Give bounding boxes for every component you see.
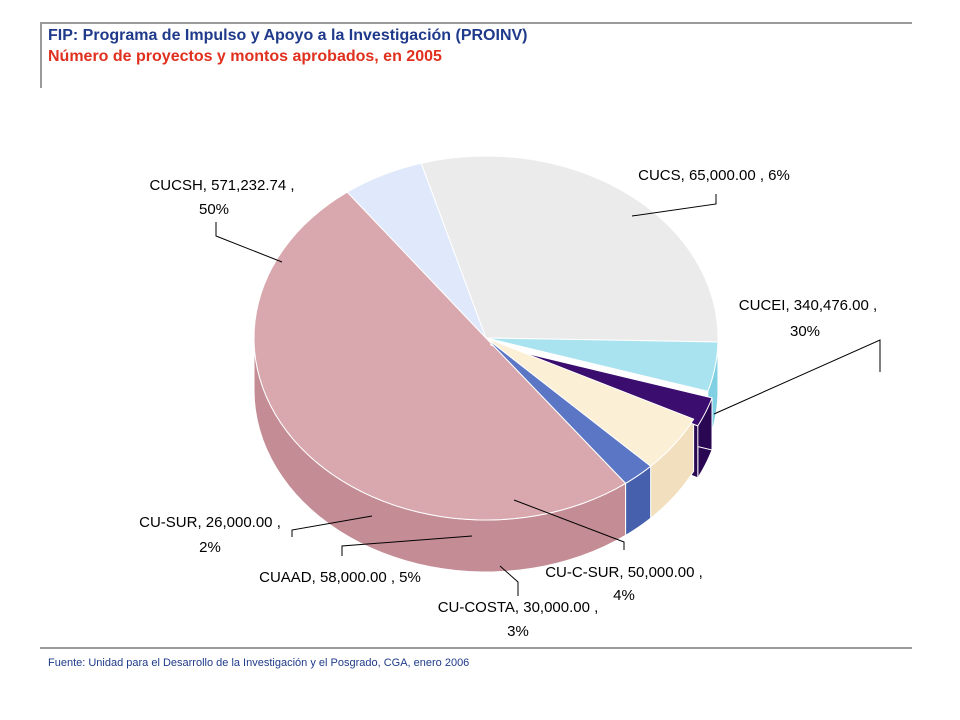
chart-subtitle: Número de proyectos y montos aprobados, … — [48, 48, 442, 65]
chart-title: FIP: Programa de Impulso y Apoyo a la In… — [48, 27, 528, 44]
slice-label-cucei: CUCEI, 340,476.00 , — [739, 297, 877, 314]
slice-label-cu-sur: CU-SUR, 26,000.00 , — [139, 514, 281, 531]
pie-slice-cucsh — [253, 191, 627, 521]
slice-label-cucsh: CUCSH, 571,232.74 , — [149, 177, 294, 194]
pie-slices — [253, 155, 719, 521]
footer-rule — [40, 647, 912, 649]
pie-slice-cucs — [346, 162, 487, 339]
slice-label-cucei-percent: 30% — [790, 323, 820, 340]
leader-line-cucsh — [215, 222, 283, 263]
slice-label-cu-costa: CU-COSTA, 30,000.00 , — [438, 599, 599, 616]
header-left-rule — [40, 22, 42, 88]
leader-line-cu-c-sur — [513, 499, 625, 550]
pie-slice-cu-c-sur — [485, 337, 719, 392]
header-top-rule — [40, 22, 912, 24]
leader-line-cu-sur — [291, 515, 373, 537]
slice-labels: CUCSH, 571,232.74 , 50% CUCS, 65,000.00 , … — [139, 167, 877, 640]
pie-slice-cuaad — [485, 337, 695, 467]
slice-label-cu-sur-percent: 2% — [199, 539, 221, 556]
slice-label-cucsh-percent: 50% — [199, 201, 229, 218]
slice-label-cucs: CUCS, 65,000.00 , 6% — [638, 167, 790, 184]
leader-lines — [215, 194, 881, 596]
source-note: Fuente: Unidad para el Desarrollo de la … — [48, 657, 470, 669]
leader-line-cucs — [631, 194, 717, 217]
slice-label-cu-c-sur-percent: 4% — [613, 587, 635, 604]
pie-slice-cucei — [420, 155, 719, 343]
leader-line-cucei — [713, 339, 881, 415]
pie-slice-cu-sur — [485, 337, 652, 484]
leader-line-cuaad — [341, 535, 473, 556]
slice-label-cu-costa-percent: 3% — [507, 623, 529, 640]
slice-label-cuaad: CUAAD, 58,000.00 , 5% — [259, 569, 421, 586]
slice-label-cu-c-sur: CU-C-SUR, 50,000.00 , — [545, 564, 703, 581]
leader-line-cu-costa — [499, 565, 519, 596]
